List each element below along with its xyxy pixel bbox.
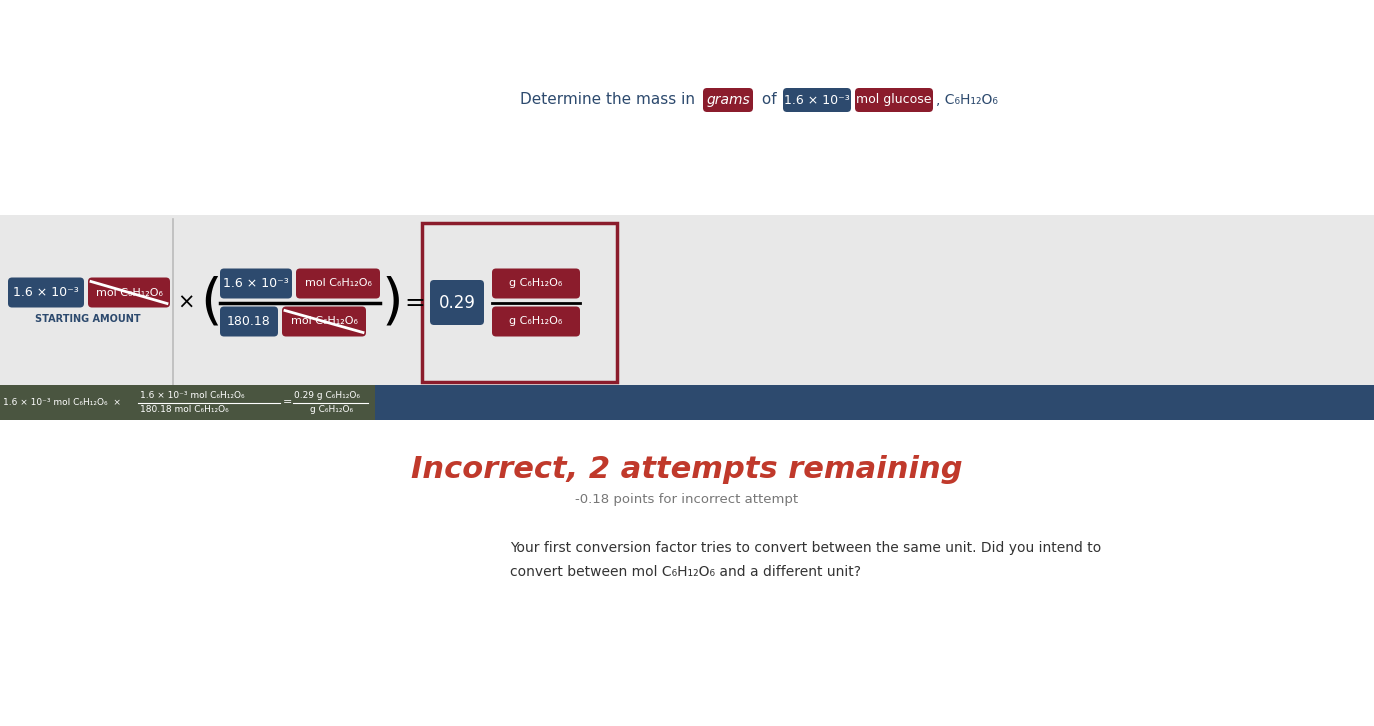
Text: =: = [404,290,425,314]
Text: Incorrect, 2 attempts remaining: Incorrect, 2 attempts remaining [411,455,963,484]
Text: 0.29: 0.29 [438,293,475,311]
FancyBboxPatch shape [430,280,484,325]
Text: 0.29 g C₆H₁₂O₆: 0.29 g C₆H₁₂O₆ [294,391,360,400]
Text: mol glucose: mol glucose [856,94,932,107]
Text: 1.6 × 10⁻³ mol C₆H₁₂O₆: 1.6 × 10⁻³ mol C₆H₁₂O₆ [140,391,245,400]
Text: g C₆H₁₂O₆: g C₆H₁₂O₆ [510,279,562,288]
Text: ): ) [382,275,404,330]
Text: STARTING AMOUNT: STARTING AMOUNT [34,314,140,324]
Text: g C₆H₁₂O₆: g C₆H₁₂O₆ [510,317,562,327]
Text: Determine the mass in: Determine the mass in [521,92,699,107]
Text: (: ( [201,275,221,330]
Bar [375,385,1374,420]
Text: 180.18 mol C₆H₁₂O₆: 180.18 mol C₆H₁₂O₆ [140,405,228,414]
FancyBboxPatch shape [295,269,381,298]
FancyBboxPatch shape [783,88,851,112]
Text: grams: grams [706,93,750,107]
Text: g C₆H₁₂O₆: g C₆H₁₂O₆ [311,405,353,414]
FancyBboxPatch shape [282,306,365,336]
FancyBboxPatch shape [88,277,170,308]
FancyBboxPatch shape [492,306,580,336]
Text: 1.6 × 10⁻³: 1.6 × 10⁻³ [223,277,289,290]
Text: -0.18 points for incorrect attempt: -0.18 points for incorrect attempt [576,494,798,507]
Text: =: = [283,398,293,407]
Text: , C₆H₁₂O₆: , C₆H₁₂O₆ [936,93,998,107]
Text: mol C₆H₁₂O₆: mol C₆H₁₂O₆ [96,287,162,298]
Text: mol C₆H₁₂O₆: mol C₆H₁₂O₆ [290,317,357,327]
Text: convert between mol C₆H₁₂O₆ and a different unit?: convert between mol C₆H₁₂O₆ and a differ… [510,565,861,579]
FancyBboxPatch shape [220,306,278,336]
FancyBboxPatch shape [855,88,933,112]
Text: Your first conversion factor tries to convert between the same unit. Did you int: Your first conversion factor tries to co… [510,541,1101,555]
Text: ×: × [177,293,195,312]
Text: mol C₆H₁₂O₆: mol C₆H₁₂O₆ [305,279,371,288]
Text: of: of [757,92,782,107]
Text: 1.6 × 10⁻³: 1.6 × 10⁻³ [14,286,78,299]
Bar [422,223,617,382]
FancyBboxPatch shape [492,269,580,298]
Bar [0,385,375,420]
FancyBboxPatch shape [220,269,293,298]
Text: 1.6 × 10⁻³ mol C₆H₁₂O₆  ×: 1.6 × 10⁻³ mol C₆H₁₂O₆ × [3,398,121,407]
FancyBboxPatch shape [703,88,753,112]
Text: 1.6 × 10⁻³: 1.6 × 10⁻³ [785,94,851,107]
Bar [0,215,1374,390]
FancyBboxPatch shape [8,277,84,308]
Text: 180.18: 180.18 [227,315,271,328]
